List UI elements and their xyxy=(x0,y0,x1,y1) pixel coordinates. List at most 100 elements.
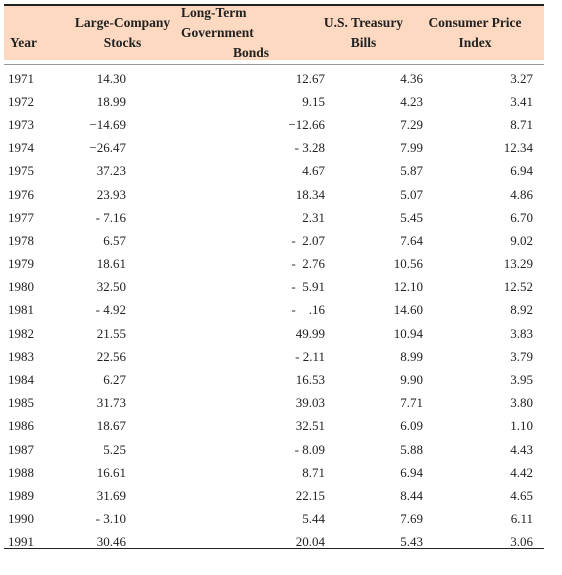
cell-large-company-stocks: 37.23 xyxy=(96,163,126,179)
table-row: 1988 16.61 8.71 6.94 4.42 xyxy=(4,461,544,484)
cell-long-term-bonds: - 2.11 xyxy=(295,348,325,364)
cell-year: 1986 xyxy=(8,418,34,434)
cell-year: 1981 xyxy=(8,302,34,318)
cell-treasury-bills: 5.07 xyxy=(400,186,423,202)
cell-cpi: 6.11 xyxy=(510,511,533,527)
header-cpi-line1: Consumer Price xyxy=(428,15,522,30)
header-year-label: Year xyxy=(10,35,37,50)
cell-year: 1983 xyxy=(8,348,34,364)
cell-long-term-bonds: 9.15 xyxy=(302,93,325,109)
cell-cpi: 4.86 xyxy=(510,186,533,202)
table-row: 1979 18.61 - 2.76 10.56 13.29 xyxy=(4,253,544,276)
table-row: 1987 5.25 - 8.09 5.88 4.43 xyxy=(4,438,544,461)
cell-treasury-bills: 12.10 xyxy=(393,279,423,295)
cell-large-company-stocks: 22.56 xyxy=(96,348,126,364)
cell-treasury-bills: 7.64 xyxy=(400,232,423,248)
cell-long-term-bonds: - .16 xyxy=(291,302,325,318)
cell-large-company-stocks: 18.99 xyxy=(96,93,126,109)
cell-treasury-bills: 7.29 xyxy=(400,116,423,132)
cell-year: 1976 xyxy=(8,186,34,202)
cell-cpi: 3.95 xyxy=(510,372,533,388)
cell-large-company-stocks: - 4.92 xyxy=(95,302,126,318)
table-row: 1980 32.50 - 5.91 12.10 12.52 xyxy=(4,276,544,299)
cell-large-company-stocks: 18.67 xyxy=(96,418,126,434)
cell-year: 1979 xyxy=(8,256,34,272)
cell-cpi: 9.02 xyxy=(510,232,533,248)
table-header: Year Large-Company Stocks Long-Term Gove… xyxy=(4,5,544,60)
cell-treasury-bills: 10.56 xyxy=(393,256,423,272)
cell-year: 1980 xyxy=(8,279,34,295)
cell-treasury-bills: 14.60 xyxy=(393,302,423,318)
header-long-term-line1: Long-Term Government xyxy=(181,5,254,40)
cell-long-term-bonds: - 2.07 xyxy=(291,232,325,248)
cell-cpi: 1.10 xyxy=(510,418,533,434)
header-long-term-government-bonds: Long-Term Government Bonds xyxy=(181,5,321,60)
table-row: 1972 18.99 9.15 4.23 3.41 xyxy=(4,90,544,113)
cell-large-company-stocks: 6.27 xyxy=(103,372,126,388)
cell-treasury-bills: 5.43 xyxy=(400,534,423,550)
cell-year: 1973 xyxy=(8,116,34,132)
table-row: 1982 21.55 49.99 10.94 3.83 xyxy=(4,322,544,345)
cell-long-term-bonds: 49.99 xyxy=(295,325,325,341)
cell-cpi: 4.42 xyxy=(510,464,533,480)
cell-long-term-bonds: 20.04 xyxy=(295,534,325,550)
cell-year: 1984 xyxy=(8,372,34,388)
cell-long-term-bonds: 2.31 xyxy=(302,209,325,225)
bottom-rule xyxy=(4,547,544,549)
cell-treasury-bills: 7.99 xyxy=(400,140,423,156)
cell-cpi: 3.79 xyxy=(510,348,533,364)
cell-year: 1978 xyxy=(8,232,34,248)
cell-year: 1991 xyxy=(8,534,34,550)
cell-treasury-bills: 5.88 xyxy=(400,441,423,457)
table-row: 1983 22.56 - 2.11 8.99 3.79 xyxy=(4,345,544,368)
cell-large-company-stocks: 5.25 xyxy=(103,441,126,457)
cell-treasury-bills: 4.36 xyxy=(400,70,423,86)
cell-cpi: 3.41 xyxy=(510,93,533,109)
cell-large-company-stocks: - 7.16 xyxy=(95,209,126,225)
cell-long-term-bonds: 32.51 xyxy=(295,418,325,434)
cell-large-company-stocks: −26.47 xyxy=(89,140,126,156)
cell-treasury-bills: 6.09 xyxy=(400,418,423,434)
cell-year: 1974 xyxy=(8,140,34,156)
cell-long-term-bonds: 4.67 xyxy=(302,163,325,179)
cell-large-company-stocks: 21.55 xyxy=(96,325,126,341)
cell-long-term-bonds: 5.44 xyxy=(302,511,325,527)
cell-cpi: 6.70 xyxy=(510,209,533,225)
header-large-company-stocks: Large-Company Stocks xyxy=(64,6,181,60)
cell-cpi: 4.43 xyxy=(510,441,533,457)
table-row: 1971 14.30 12.67 4.36 3.27 xyxy=(4,67,544,90)
cell-year: 1989 xyxy=(8,487,34,503)
cell-large-company-stocks: 18.61 xyxy=(96,256,126,272)
table-row: 1990 - 3.10 5.44 7.69 6.11 xyxy=(4,508,544,531)
cell-year: 1985 xyxy=(8,395,34,411)
cell-large-company-stocks: 31.69 xyxy=(96,487,126,503)
cell-long-term-bonds: 39.03 xyxy=(295,395,325,411)
header-year: Year xyxy=(4,6,64,60)
cell-large-company-stocks: 23.93 xyxy=(96,186,126,202)
cell-large-company-stocks: 32.50 xyxy=(96,279,126,295)
cell-cpi: 12.34 xyxy=(503,140,533,156)
top-rule xyxy=(4,4,544,6)
cell-cpi: 4.65 xyxy=(510,487,533,503)
header-consumer-price-index: Consumer Price Index xyxy=(406,6,544,60)
table-row: 1975 37.23 4.67 5.87 6.94 xyxy=(4,160,544,183)
header-long-term-line2: Bonds xyxy=(232,45,270,60)
cell-year: 1972 xyxy=(8,93,34,109)
header-large-company-line2: Stocks xyxy=(103,35,142,50)
cell-large-company-stocks: 6.57 xyxy=(103,232,126,248)
cell-year: 1988 xyxy=(8,464,34,480)
cell-cpi: 3.27 xyxy=(510,70,533,86)
cell-large-company-stocks: - 3.10 xyxy=(95,511,126,527)
cell-cpi: 13.29 xyxy=(503,256,533,272)
cell-long-term-bonds: - 5.91 xyxy=(291,279,325,295)
cell-cpi: 3.06 xyxy=(510,534,533,550)
header-cpi-line2: Index xyxy=(458,35,492,50)
cell-treasury-bills: 5.45 xyxy=(400,209,423,225)
cell-large-company-stocks: 30.46 xyxy=(96,534,126,550)
cell-long-term-bonds: −12.66 xyxy=(288,116,325,132)
cell-treasury-bills: 5.87 xyxy=(400,163,423,179)
cell-long-term-bonds: 8.71 xyxy=(302,464,325,480)
cell-year: 1977 xyxy=(8,209,34,225)
cell-long-term-bonds: 12.67 xyxy=(295,70,325,86)
cell-large-company-stocks: 31.73 xyxy=(96,395,126,411)
